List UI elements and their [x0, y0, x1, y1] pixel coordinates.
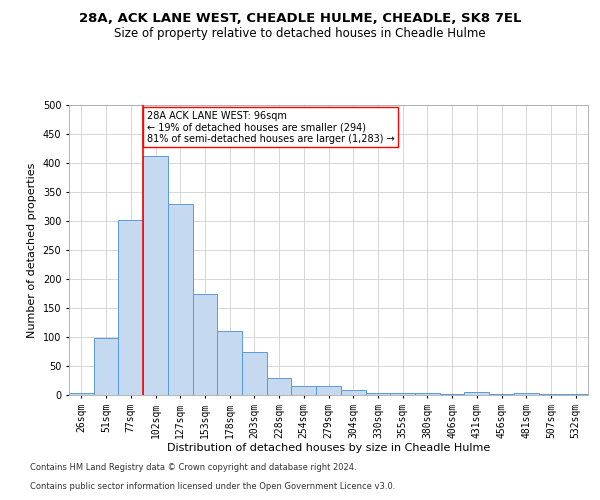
Text: Size of property relative to detached houses in Cheadle Hulme: Size of property relative to detached ho…	[114, 28, 486, 40]
Bar	[193, 294, 217, 395]
Bar	[489, 394, 514, 395]
Bar	[440, 394, 464, 395]
Text: 28A, ACK LANE WEST, CHEADLE HULME, CHEADLE, SK8 7EL: 28A, ACK LANE WEST, CHEADLE HULME, CHEAD…	[79, 12, 521, 26]
Text: Contains HM Land Registry data © Crown copyright and database right 2024.: Contains HM Land Registry data © Crown c…	[30, 464, 356, 472]
Text: Contains public sector information licensed under the Open Government Licence v3: Contains public sector information licen…	[30, 482, 395, 491]
Bar	[415, 392, 440, 395]
Bar	[143, 156, 168, 395]
Bar	[563, 394, 588, 395]
Bar	[365, 392, 390, 395]
Y-axis label: Number of detached properties: Number of detached properties	[27, 162, 37, 338]
Bar	[341, 390, 365, 395]
Bar	[242, 352, 267, 395]
Bar	[94, 338, 118, 395]
Bar	[267, 378, 292, 395]
Bar	[514, 394, 539, 395]
Bar	[217, 331, 242, 395]
Bar	[168, 204, 193, 395]
Bar	[390, 394, 415, 395]
Bar	[69, 394, 94, 395]
Bar	[464, 392, 489, 395]
Bar	[539, 394, 563, 395]
Text: 28A ACK LANE WEST: 96sqm
← 19% of detached houses are smaller (294)
81% of semi-: 28A ACK LANE WEST: 96sqm ← 19% of detach…	[147, 111, 395, 144]
X-axis label: Distribution of detached houses by size in Cheadle Hulme: Distribution of detached houses by size …	[167, 444, 490, 454]
Bar	[118, 220, 143, 395]
Bar	[292, 386, 316, 395]
Bar	[316, 386, 341, 395]
